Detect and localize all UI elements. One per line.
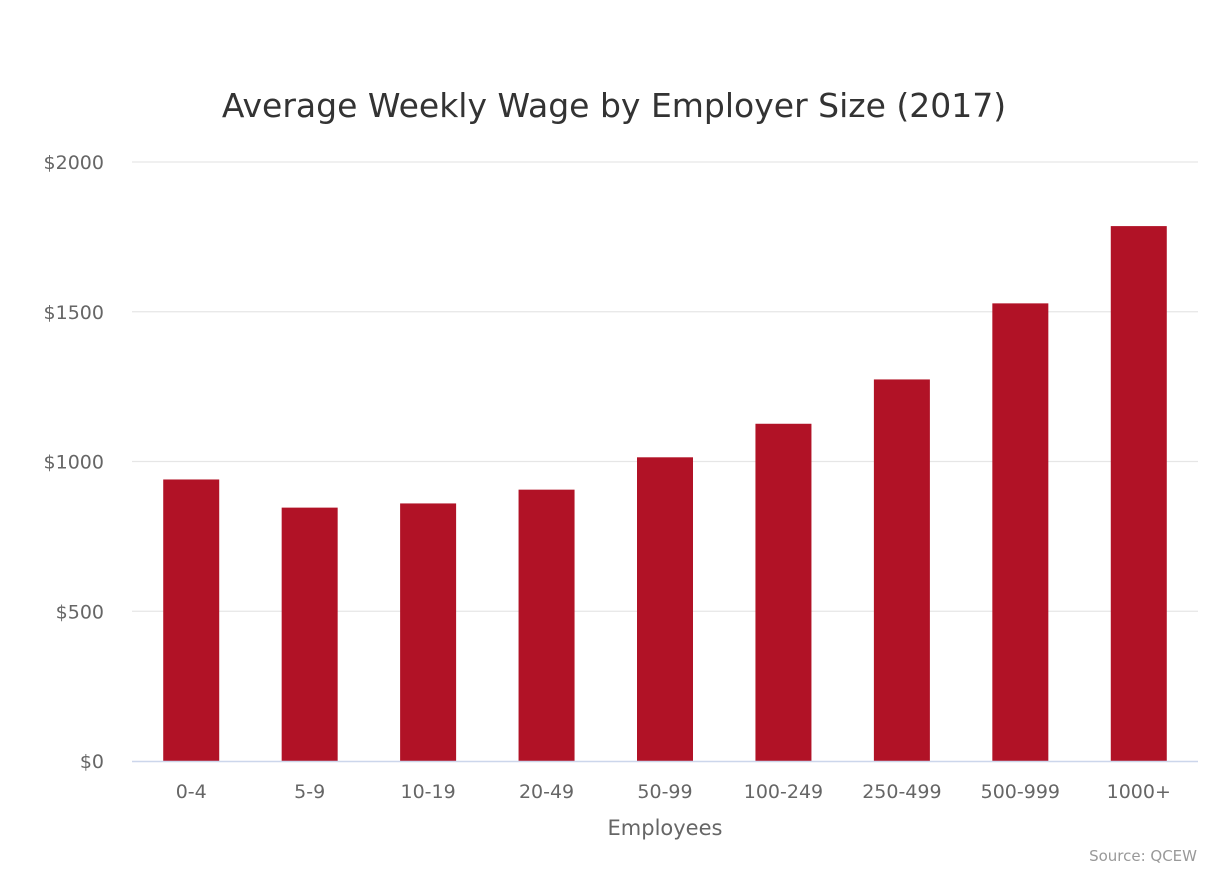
x-tick-label: 250-499 (862, 781, 941, 803)
x-tick-label: 500-999 (981, 781, 1060, 803)
bar-500-999[interactable] (992, 303, 1049, 761)
bar-50-99[interactable] (637, 457, 693, 761)
x-tick-label: 20-49 (519, 781, 574, 803)
y-tick-label: $1500 (44, 302, 104, 324)
y-tick-label: $2000 (44, 152, 104, 174)
bars (163, 226, 1167, 761)
x-tick-label: 10-19 (401, 781, 456, 803)
x-tick-label: 100-249 (744, 781, 823, 803)
bar-0-4[interactable] (163, 479, 220, 761)
x-tick-label: 1000+ (1107, 781, 1171, 803)
bar-5-9[interactable] (281, 507, 338, 761)
y-axis-labels: $0 $500 $1000 $1500 $2000 (44, 152, 104, 773)
y-tick-label: $0 (80, 751, 104, 773)
bar-100-249[interactable] (755, 423, 812, 761)
x-axis-labels: 0-4 5-9 10-19 20-49 50-99 100-249 250-499 500-9… (176, 781, 1171, 803)
source-credit: Source: QCEW (1089, 847, 1197, 865)
chart-title: Average Weekly Wage by Employer Size (20… (222, 86, 1006, 125)
bar-10-19[interactable] (400, 503, 457, 761)
x-tick-label: 0-4 (176, 781, 207, 803)
y-tick-label: $500 (56, 601, 104, 623)
bar-250-499[interactable] (873, 379, 930, 761)
x-tick-label: 5-9 (294, 781, 325, 803)
bar-1000+[interactable] (1110, 226, 1167, 761)
y-tick-label: $1000 (44, 452, 104, 474)
x-axis-title: Employees (608, 816, 723, 840)
bar-20-49[interactable] (518, 489, 575, 761)
x-tick-label: 50-99 (637, 781, 692, 803)
